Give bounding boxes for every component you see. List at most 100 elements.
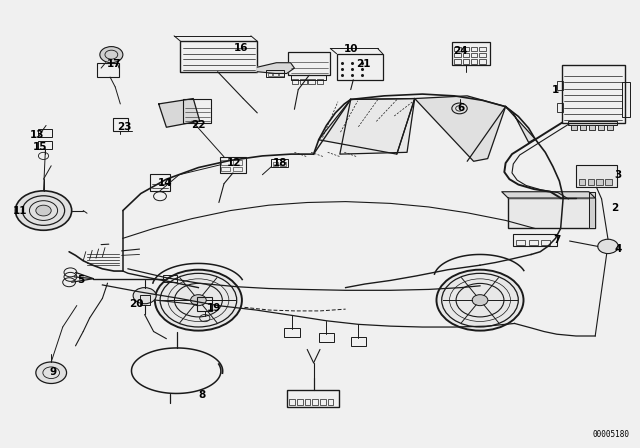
Circle shape [598,239,618,254]
Text: 13: 13 [30,130,44,140]
Circle shape [15,191,72,230]
Bar [479,47,486,51]
Bar [297,399,303,405]
Text: 23: 23 [117,122,131,132]
Bar [471,59,477,64]
Polygon shape [340,99,415,154]
Polygon shape [319,99,415,154]
Bar [287,390,339,407]
Bar [308,79,315,84]
Bar [463,59,469,64]
Bar [607,125,613,130]
Text: 9: 9 [49,367,57,377]
Bar [471,47,477,51]
Circle shape [472,295,488,306]
Polygon shape [502,192,595,198]
Text: 21: 21 [356,59,371,69]
Text: 18: 18 [273,158,287,168]
Bar [150,174,170,191]
Bar [197,297,212,311]
Bar [557,103,563,112]
Bar [452,42,490,65]
Circle shape [155,270,242,331]
Bar [319,333,334,342]
Text: 5: 5 [77,275,84,284]
Bar [280,162,286,166]
Bar [140,295,150,305]
Bar [568,121,617,125]
Polygon shape [589,192,595,228]
Circle shape [36,362,67,383]
Text: 00005180: 00005180 [593,430,630,439]
Bar [268,73,272,76]
Bar [113,118,128,131]
Text: 1: 1 [552,86,559,95]
Bar [571,125,577,130]
Bar [220,157,246,173]
Bar [579,179,585,185]
Bar [312,399,318,405]
Bar [38,141,52,149]
Bar [454,53,461,57]
Bar [589,125,595,130]
Text: 10: 10 [344,44,358,54]
Bar [305,399,310,405]
Bar [317,79,323,84]
Bar [221,160,230,165]
Text: 7: 7 [553,235,561,245]
Text: 4: 4 [614,244,622,254]
Bar [479,53,486,57]
Text: 16: 16 [234,43,248,53]
Bar [273,73,278,76]
Text: 8: 8 [198,390,205,400]
Bar [576,165,617,187]
Bar [328,399,333,405]
Bar [288,52,330,75]
Bar [562,65,625,123]
Bar [351,337,366,346]
Bar [463,53,469,57]
Bar [471,53,477,57]
Polygon shape [257,63,294,73]
Bar [454,59,461,64]
Bar [479,59,486,64]
Bar [320,399,326,405]
Polygon shape [415,96,506,161]
Text: 11: 11 [13,207,28,216]
Bar [233,160,242,165]
Text: 22: 22 [191,121,205,130]
Bar [557,81,563,90]
Bar [289,399,295,405]
Text: 17: 17 [107,59,121,69]
Text: 14: 14 [158,178,172,188]
Bar [463,47,469,51]
Bar [588,179,594,185]
Bar [163,275,177,282]
Bar [300,79,307,84]
Bar [337,54,383,80]
Bar [97,63,119,77]
Bar [273,162,278,166]
Bar [454,47,461,51]
Circle shape [436,270,524,331]
Polygon shape [159,99,200,127]
Bar [221,167,230,171]
Bar [183,99,211,123]
Bar [271,159,288,167]
Bar [508,198,595,228]
Text: 3: 3 [614,170,621,180]
Circle shape [133,288,156,304]
Bar [605,179,612,185]
Text: 19: 19 [207,303,221,313]
Bar [233,167,242,171]
Bar [291,75,326,80]
Circle shape [36,205,51,216]
Bar [596,179,603,185]
Text: 12: 12 [227,158,241,168]
Text: 24: 24 [454,46,468,56]
Bar [38,129,52,137]
Circle shape [100,47,123,63]
Polygon shape [506,107,535,142]
Text: 2: 2 [611,203,618,213]
Bar [513,234,557,246]
